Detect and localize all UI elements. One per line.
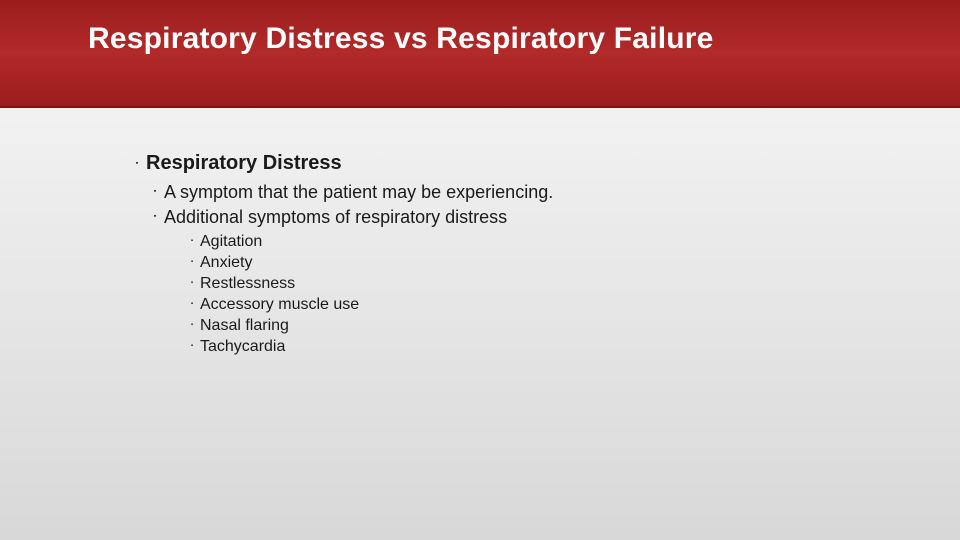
level0-heading: Respiratory Distress <box>146 150 342 176</box>
square-bullet-icon: ▪ <box>146 188 164 195</box>
level2-list: ▪ Agitation ▪ Anxiety ▪ Restlessness ▪ A… <box>184 231 960 357</box>
square-bullet-icon: ▪ <box>184 238 200 244</box>
square-bullet-icon: ▪ <box>184 280 200 286</box>
square-bullet-icon: ▪ <box>184 301 200 307</box>
bullet-level2: ▪ Nasal flaring <box>184 315 960 336</box>
level1-item: Additional symptoms of respiratory distr… <box>164 205 507 229</box>
bullet-level1: ▪ Additional symptoms of respiratory dis… <box>146 205 960 229</box>
level2-item: Agitation <box>200 231 262 252</box>
level2-item: Accessory muscle use <box>200 294 359 315</box>
square-bullet-icon: ▪ <box>146 213 164 220</box>
square-bullet-icon: ▪ <box>184 343 200 349</box>
bullet-level1: ▪ A symptom that the patient may be expe… <box>146 180 960 204</box>
level2-item: Nasal flaring <box>200 315 289 336</box>
bullet-level2: ▪ Restlessness <box>184 273 960 294</box>
level2-item: Anxiety <box>200 252 252 273</box>
level2-item: Tachycardia <box>200 336 285 357</box>
level1-item: A symptom that the patient may be experi… <box>164 180 553 204</box>
bullet-level2: ▪ Agitation <box>184 231 960 252</box>
bullet-level0: ▪ Respiratory Distress <box>128 150 960 176</box>
bullet-level2: ▪ Anxiety <box>184 252 960 273</box>
level2-item: Restlessness <box>200 273 295 294</box>
slide-title: Respiratory Distress vs Respiratory Fail… <box>88 22 714 56</box>
slide-header: Respiratory Distress vs Respiratory Fail… <box>0 0 960 108</box>
slide-content: ▪ Respiratory Distress ▪ A symptom that … <box>0 108 960 357</box>
bullet-level2: ▪ Tachycardia <box>184 336 960 357</box>
level1-list: ▪ A symptom that the patient may be expe… <box>146 180 960 357</box>
square-bullet-icon: ▪ <box>184 259 200 265</box>
square-bullet-icon: ▪ <box>128 160 146 167</box>
bullet-level2: ▪ Accessory muscle use <box>184 294 960 315</box>
square-bullet-icon: ▪ <box>184 322 200 328</box>
